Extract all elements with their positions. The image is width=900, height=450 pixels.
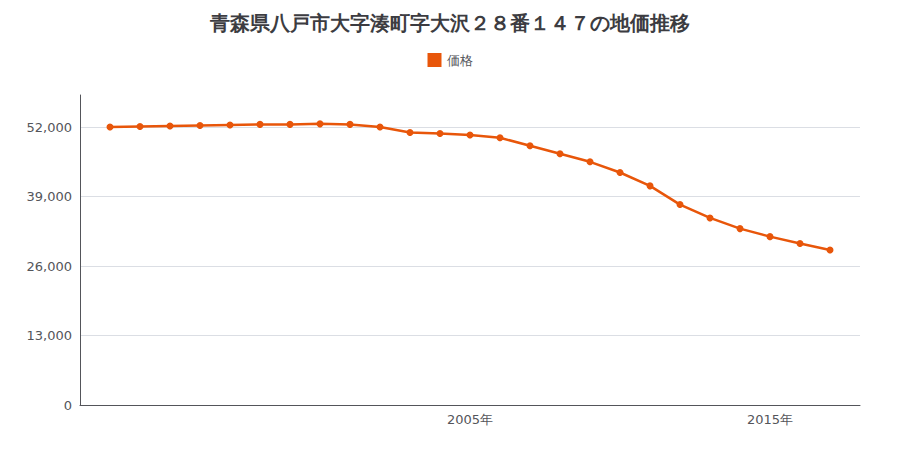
svg-text:52,000: 52,000 — [27, 120, 73, 135]
svg-text:価格: 価格 — [447, 53, 473, 68]
svg-text:39,000: 39,000 — [27, 189, 73, 204]
svg-text:13,000: 13,000 — [27, 328, 73, 343]
svg-text:青森県八戸市大字湊町字大沢２８番１４７の地価推移: 青森県八戸市大字湊町字大沢２８番１４７の地価推移 — [209, 11, 690, 35]
svg-text:2015年: 2015年 — [747, 412, 793, 427]
svg-text:2005年: 2005年 — [447, 412, 493, 427]
svg-text:26,000: 26,000 — [27, 259, 73, 274]
svg-text:0: 0 — [64, 398, 72, 413]
